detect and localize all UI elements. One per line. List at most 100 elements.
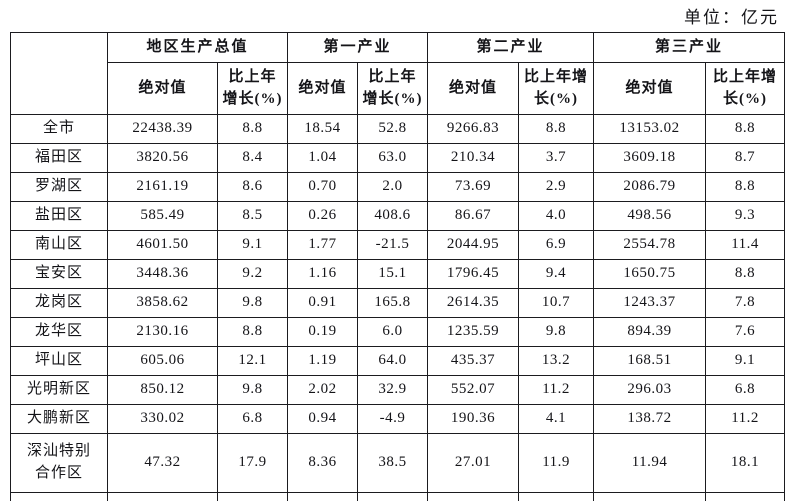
- value-cell: 10.7: [518, 288, 595, 318]
- subheader-absolute-value: 绝对值: [593, 62, 707, 115]
- group-header-secondary-industry: 第二产业: [427, 32, 595, 63]
- table-row: 龙岗区 3858.62 9.8 0.91 165.8 2614.35 10.7 …: [10, 288, 786, 318]
- corner-cell: [10, 32, 108, 115]
- value-cell: 2.9: [518, 172, 595, 202]
- value-cell: 2086.79: [593, 172, 707, 202]
- value-cell: 296.03: [593, 375, 707, 405]
- table-row: 盐田区 585.49 8.5 0.26 408.6 86.67 4.0 498.…: [10, 201, 786, 231]
- value-cell: 22438.39: [107, 114, 218, 144]
- value-cell: 3.7: [518, 143, 595, 173]
- cutoff-cell: [705, 492, 786, 501]
- value-cell: 9.8: [518, 317, 595, 347]
- value-cell: 9.1: [216, 230, 289, 260]
- region-cell: 福田区: [10, 143, 108, 173]
- value-cell: 73.69: [427, 172, 520, 202]
- region-cell: 龙岗区: [10, 288, 108, 318]
- value-cell: 8.8: [518, 114, 595, 144]
- value-cell: 1650.75: [593, 259, 707, 289]
- value-cell: 8.36: [287, 433, 359, 493]
- value-cell: 8.8: [216, 114, 289, 144]
- value-cell: 0.94: [287, 404, 359, 434]
- cutoff-cell: [10, 492, 108, 501]
- value-cell: 210.34: [427, 143, 520, 173]
- value-cell: 11.94: [593, 433, 707, 493]
- table-row: 坪山区 605.06 12.1 1.19 64.0 435.37 13.2 16…: [10, 346, 786, 376]
- value-cell: 11.4: [705, 230, 786, 260]
- value-cell: 0.70: [287, 172, 359, 202]
- subheader-absolute-value: 绝对值: [287, 62, 359, 115]
- value-cell: 2130.16: [107, 317, 218, 347]
- subheader-absolute-value: 绝对值: [427, 62, 520, 115]
- value-cell: 4601.50: [107, 230, 218, 260]
- gdp-table: 地区生产总值 第一产业 第二产业 第三产业 绝对值 比上年增长(%) 绝对值 比…: [10, 32, 786, 501]
- table-row: 龙华区 2130.16 8.8 0.19 6.0 1235.59 9.8 894…: [10, 317, 786, 347]
- value-cell: 9.1: [705, 346, 786, 376]
- table-row: 南山区 4601.50 9.1 1.77 -21.5 2044.95 6.9 2…: [10, 230, 786, 260]
- value-cell: 8.8: [705, 259, 786, 289]
- value-cell: 168.51: [593, 346, 707, 376]
- value-cell: 552.07: [427, 375, 520, 405]
- value-cell: 11.9: [518, 433, 595, 493]
- value-cell: 8.7: [705, 143, 786, 173]
- region-cell: 宝安区: [10, 259, 108, 289]
- value-cell: 330.02: [107, 404, 218, 434]
- value-cell: -21.5: [357, 230, 429, 260]
- subheader-growth: 比上年增长(%): [518, 62, 595, 115]
- value-cell: 6.0: [357, 317, 429, 347]
- value-cell: 7.8: [705, 288, 786, 318]
- value-cell: 9.4: [518, 259, 595, 289]
- value-cell: 9.8: [216, 288, 289, 318]
- value-cell: 8.8: [705, 114, 786, 144]
- value-cell: 3609.18: [593, 143, 707, 173]
- unit-label: 单位：亿元: [684, 8, 779, 27]
- value-cell: 18.54: [287, 114, 359, 144]
- value-cell: 8.5: [216, 201, 289, 231]
- value-cell: 63.0: [357, 143, 429, 173]
- group-header-tertiary-industry: 第三产业: [593, 32, 786, 63]
- cutoff-cell: [518, 492, 595, 501]
- value-cell: 12.1: [216, 346, 289, 376]
- value-cell: 11.2: [705, 404, 786, 434]
- value-cell: 64.0: [357, 346, 429, 376]
- value-cell: 8.8: [216, 317, 289, 347]
- subheader-absolute-value: 绝对值: [107, 62, 218, 115]
- value-cell: 4.0: [518, 201, 595, 231]
- subheader-growth: 比上年增长(%): [705, 62, 786, 115]
- value-cell: 9.8: [216, 375, 289, 405]
- value-cell: 15.1: [357, 259, 429, 289]
- table-row: 大鹏新区 330.02 6.8 0.94 -4.9 190.36 4.1 138…: [10, 404, 786, 434]
- region-cell: 全市: [10, 114, 108, 144]
- value-cell: 3820.56: [107, 143, 218, 173]
- value-cell: 9.2: [216, 259, 289, 289]
- value-cell: 9266.83: [427, 114, 520, 144]
- value-cell: 585.49: [107, 201, 218, 231]
- table-row: 光明新区 850.12 9.8 2.02 32.9 552.07 11.2 29…: [10, 375, 786, 405]
- value-cell: 2161.19: [107, 172, 218, 202]
- value-cell: 1.19: [287, 346, 359, 376]
- value-cell: 1.77: [287, 230, 359, 260]
- table-row: 宝安区 3448.36 9.2 1.16 15.1 1796.45 9.4 16…: [10, 259, 786, 289]
- cutoff-cell: [427, 492, 520, 501]
- value-cell: 138.72: [593, 404, 707, 434]
- subheader-growth: 比上年增长(%): [216, 62, 289, 115]
- value-cell: 8.6: [216, 172, 289, 202]
- value-cell: 6.8: [216, 404, 289, 434]
- value-cell: 13153.02: [593, 114, 707, 144]
- table-row: 福田区 3820.56 8.4 1.04 63.0 210.34 3.7 360…: [10, 143, 786, 173]
- value-cell: 605.06: [107, 346, 218, 376]
- value-cell: 4.1: [518, 404, 595, 434]
- value-cell: 1.16: [287, 259, 359, 289]
- cutoff-cell: [216, 492, 289, 501]
- value-cell: 1.04: [287, 143, 359, 173]
- value-cell: 165.8: [357, 288, 429, 318]
- value-cell: 52.8: [357, 114, 429, 144]
- value-cell: 2044.95: [427, 230, 520, 260]
- value-cell: 8.4: [216, 143, 289, 173]
- value-cell: 38.5: [357, 433, 429, 493]
- value-cell: 9.3: [705, 201, 786, 231]
- value-cell: 11.2: [518, 375, 595, 405]
- group-header-primary-industry: 第一产业: [287, 32, 429, 63]
- region-cell: 大鹏新区: [10, 404, 108, 434]
- value-cell: 408.6: [357, 201, 429, 231]
